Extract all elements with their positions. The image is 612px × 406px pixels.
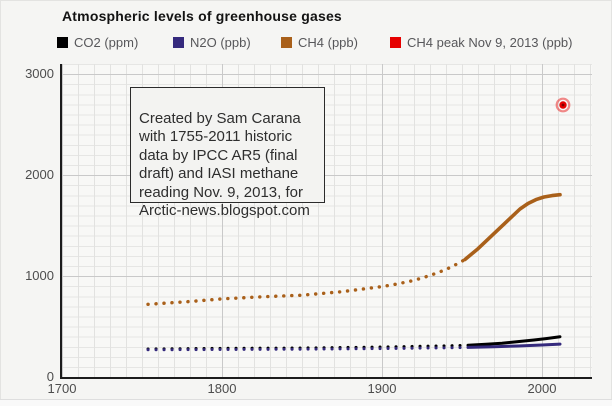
n2o-legend-label: N2O (ppb)	[190, 34, 251, 50]
legend-item-ch4-peak: CH4 peak Nov 9, 2013 (ppb)	[390, 34, 573, 50]
plot-area	[62, 64, 592, 377]
x-tick-label-1800: 1800	[207, 381, 237, 396]
co2-solid-line	[466, 335, 562, 347]
y-tick-label-3000: 3000	[25, 66, 54, 81]
co2-legend-label: CO2 (ppm)	[74, 34, 139, 50]
legend-item-n2o: N2O (ppb)	[173, 34, 251, 50]
ch4-legend-label: CH4 (ppb)	[298, 34, 358, 50]
chart-series-layer	[146, 97, 571, 352]
co2-dotted-line	[146, 344, 464, 351]
ch4-dotted-line	[146, 257, 467, 306]
legend-item-co2: CO2 (ppm)	[57, 34, 139, 50]
co2-legend-swatch	[57, 36, 68, 48]
footer-strip	[0, 399, 612, 406]
n2o-dotted-line	[146, 346, 464, 352]
x-axis-line	[60, 377, 592, 379]
x-tick-label-1900: 1900	[367, 381, 397, 396]
x-tick-label-1700: 1700	[47, 381, 77, 396]
chart-title: Atmospheric levels of greenhouse gases	[62, 8, 342, 24]
y-tick-label-0: 0	[46, 369, 54, 384]
ch4-solid-line	[463, 192, 562, 262]
x-tick-label-2000: 2000	[527, 381, 557, 396]
y-tick-label-1000: 1000	[25, 268, 54, 283]
n2o-legend-swatch	[173, 36, 184, 48]
ch4-peak-point	[555, 97, 571, 113]
annotation-text: Created by Sam Carana with 1755-2011 his…	[139, 109, 310, 220]
ch4-peak-legend-label: CH4 peak Nov 9, 2013 (ppb)	[407, 34, 573, 50]
annotation-box: Created by Sam Carana with 1755-2011 his…	[130, 87, 325, 219]
n2o-solid-line	[466, 342, 562, 349]
y-tick-label-2000: 2000	[25, 167, 54, 182]
ch4-peak-legend-swatch	[390, 36, 401, 48]
legend-item-ch4: CH4 (ppb)	[281, 34, 358, 50]
ch4-legend-swatch	[281, 36, 292, 48]
y-axis-line	[60, 64, 62, 379]
